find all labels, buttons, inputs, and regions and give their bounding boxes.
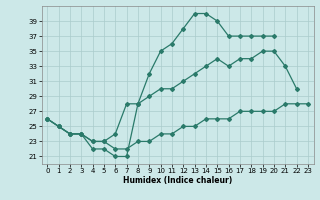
X-axis label: Humidex (Indice chaleur): Humidex (Indice chaleur): [123, 176, 232, 185]
